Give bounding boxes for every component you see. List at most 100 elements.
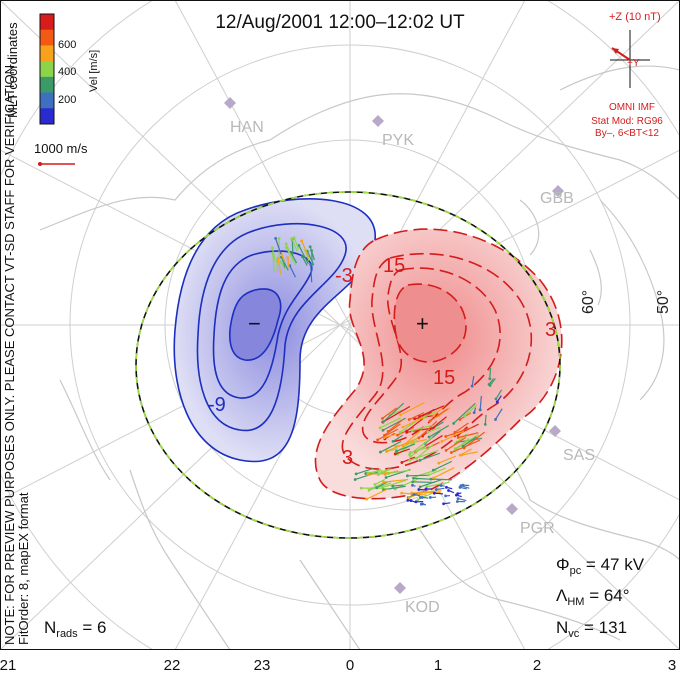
velocity-vector xyxy=(272,253,275,272)
colorbar-tick-200: 200 xyxy=(58,94,76,106)
vector-origin xyxy=(393,452,397,456)
vector-origin xyxy=(494,397,498,401)
vector-origin xyxy=(408,453,411,456)
latitude-50: 50° xyxy=(655,290,672,314)
mlt-coords-label: MLT coordinates xyxy=(5,22,20,118)
vector-origin xyxy=(418,458,422,462)
velocity-vector xyxy=(428,467,446,476)
velocity-vector xyxy=(427,426,441,433)
velocity-vector xyxy=(495,389,503,400)
vector-origin xyxy=(437,461,441,465)
colorbar-tick-600: 600 xyxy=(58,39,76,51)
mlt-tick-23: 23 xyxy=(254,657,271,674)
vector-scale-label: 1000 m/s xyxy=(34,141,88,156)
vector-origin xyxy=(386,430,390,433)
vector-origin xyxy=(395,449,399,453)
vector-origin xyxy=(286,256,290,259)
vector-origin xyxy=(381,428,385,432)
imf-model-line2: By–, 6<BT<12 xyxy=(595,128,659,139)
vector-scale: 1000 m/s xyxy=(34,141,88,166)
vector-origin xyxy=(411,480,415,484)
vector-origin xyxy=(411,483,414,487)
velocity-vector xyxy=(445,426,473,438)
vector-origin xyxy=(284,246,288,249)
vector-origin xyxy=(290,237,294,240)
velocity-vector xyxy=(422,416,447,437)
velocity-vector xyxy=(451,439,481,454)
vector-origin xyxy=(391,439,395,443)
vector-origin xyxy=(399,413,402,417)
mlt-tick-0: 0 xyxy=(346,657,354,674)
vector-origin xyxy=(432,476,436,480)
station-sas: SAS xyxy=(563,447,595,464)
contour-label-neg: -9 xyxy=(208,394,226,416)
contour-label-pos-2: 15 xyxy=(433,367,455,389)
vector-origin xyxy=(276,256,280,260)
potential-min-marker: − xyxy=(248,311,261,336)
vector-origin xyxy=(401,425,405,429)
velocity-vector xyxy=(291,239,294,255)
imf-model-line1: Stat Mod: RG96 xyxy=(591,116,663,127)
velocity-vector xyxy=(371,482,385,490)
colorbar-tick-400: 400 xyxy=(58,66,76,78)
velocity-vector xyxy=(388,469,409,475)
vector-origin xyxy=(470,384,474,388)
velocity-vector xyxy=(401,456,416,463)
vector-origin xyxy=(442,502,446,506)
velocity-vector xyxy=(367,470,383,474)
velocity-vector xyxy=(484,414,487,425)
vector-origin xyxy=(391,484,395,488)
vector-origin xyxy=(284,242,288,246)
vector-origin xyxy=(494,418,497,421)
vector-origin xyxy=(412,493,416,496)
vector-origin xyxy=(427,435,431,439)
velocity-vector xyxy=(408,488,431,499)
velocity-vector xyxy=(384,433,397,439)
station-gbb: GBB xyxy=(540,190,574,207)
vector-origin xyxy=(382,480,385,484)
vector-origin xyxy=(419,495,422,499)
vector-origin xyxy=(495,400,499,404)
velocity-vector xyxy=(382,407,398,419)
contour-label-pos-1: 15 xyxy=(383,255,405,277)
vector-origin xyxy=(379,450,382,454)
velocity-vector xyxy=(407,474,430,477)
vector-origin xyxy=(354,472,358,476)
vector-origin xyxy=(408,458,412,462)
vector-origin xyxy=(461,444,465,448)
vector-origin xyxy=(381,485,384,489)
velocity-vector xyxy=(387,419,403,432)
velocity-vector xyxy=(287,257,290,269)
vector-origin xyxy=(359,486,363,490)
velocity-vector xyxy=(400,402,425,416)
vector-origin xyxy=(456,497,460,500)
vector-origin xyxy=(275,259,279,263)
velocity-vector xyxy=(377,428,399,441)
velocity-vector xyxy=(489,367,492,379)
colorbar-swatch xyxy=(40,108,54,125)
hm-boundary-overlay xyxy=(135,191,561,539)
velocity-vector xyxy=(441,430,465,442)
velocity-vector xyxy=(310,264,313,283)
colorbar-swatches xyxy=(40,14,54,125)
vector-origin xyxy=(439,484,443,487)
vector-origin xyxy=(418,415,421,418)
vector-origin xyxy=(456,436,460,439)
vector-origin xyxy=(444,435,448,438)
vector-origin xyxy=(488,383,492,387)
velocity-vector xyxy=(311,250,313,266)
vector-origin xyxy=(398,430,402,434)
velocity-vector xyxy=(458,432,479,439)
stat-n-rads: Nrads = 6 xyxy=(44,618,107,640)
vector-origin xyxy=(277,237,281,240)
vector-origin xyxy=(279,260,283,264)
vector-origin xyxy=(447,489,450,492)
vector-origin xyxy=(413,417,417,421)
velocity-vector xyxy=(384,423,401,436)
velocity-vector xyxy=(413,477,435,481)
vector-origin xyxy=(400,461,404,464)
imf-z-label: +Z (10 nT) xyxy=(609,11,661,23)
